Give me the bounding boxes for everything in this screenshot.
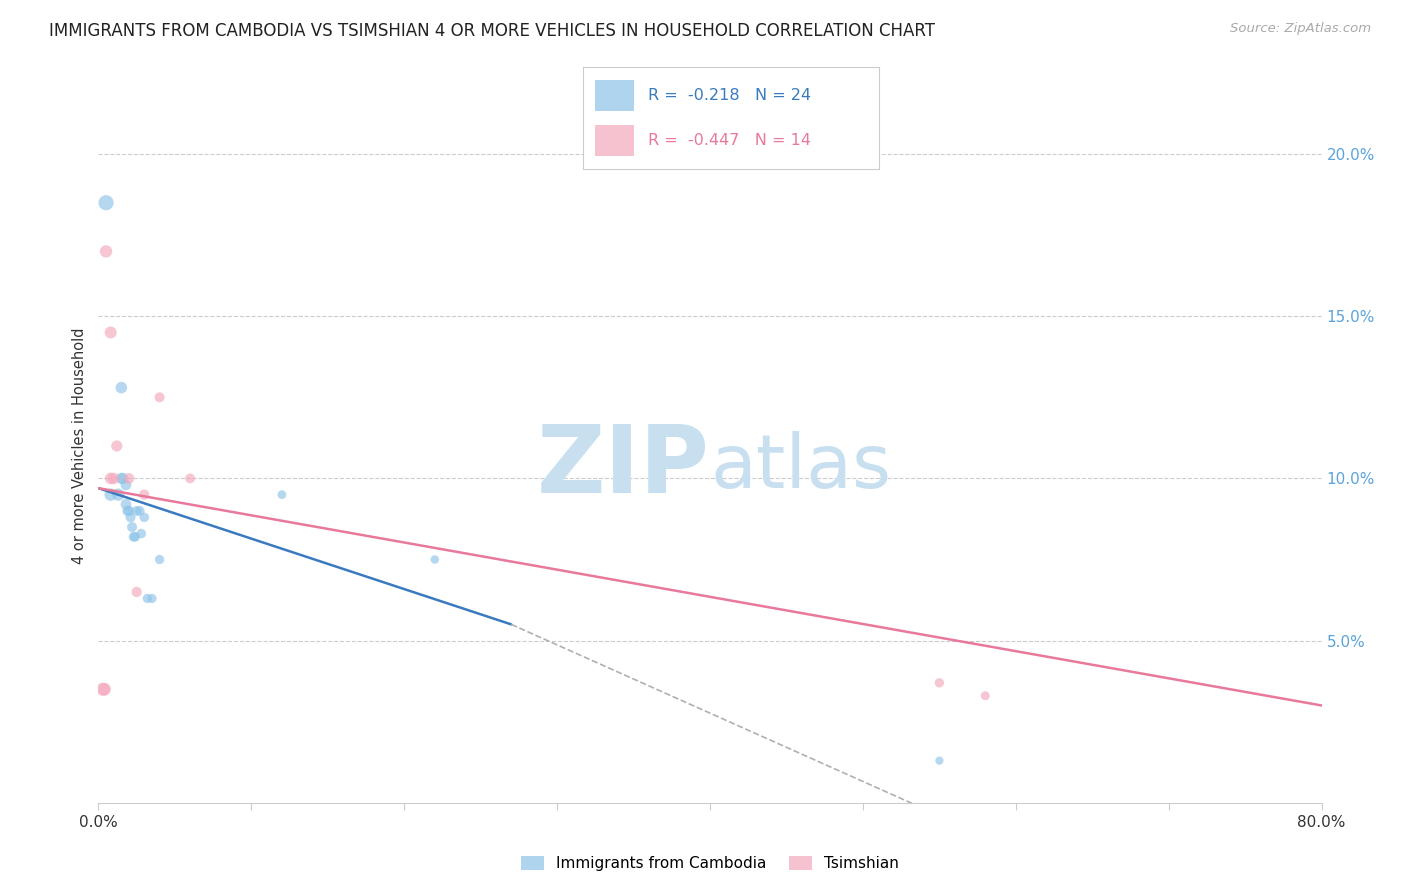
Point xyxy=(121,520,143,534)
Point xyxy=(111,471,134,485)
Point xyxy=(129,526,152,541)
Point xyxy=(103,471,125,485)
Point xyxy=(118,504,141,518)
Point xyxy=(149,552,172,566)
Point xyxy=(134,488,156,502)
Point xyxy=(110,381,132,395)
Bar xyxy=(595,80,634,111)
Point xyxy=(974,689,997,703)
Point xyxy=(928,754,950,768)
Legend: Immigrants from Cambodia, Tsimshian: Immigrants from Cambodia, Tsimshian xyxy=(515,850,905,877)
Point xyxy=(100,471,122,485)
Point xyxy=(179,471,201,485)
Point xyxy=(141,591,163,606)
Point xyxy=(128,504,150,518)
Text: IMMIGRANTS FROM CAMBODIA VS TSIMSHIAN 4 OR MORE VEHICLES IN HOUSEHOLD CORRELATIO: IMMIGRANTS FROM CAMBODIA VS TSIMSHIAN 4 … xyxy=(49,22,935,40)
Point xyxy=(149,390,172,404)
Point xyxy=(120,510,142,524)
Point xyxy=(93,682,115,697)
Point xyxy=(115,497,138,511)
Point xyxy=(134,510,156,524)
Text: R =  -0.447   N = 14: R = -0.447 N = 14 xyxy=(648,133,811,148)
Y-axis label: 4 or more Vehicles in Household: 4 or more Vehicles in Household xyxy=(72,327,87,565)
Point xyxy=(105,439,128,453)
Point xyxy=(125,504,148,518)
Point xyxy=(91,682,114,697)
Point xyxy=(94,244,117,259)
Point xyxy=(928,675,950,690)
Text: R =  -0.218   N = 24: R = -0.218 N = 24 xyxy=(648,88,811,103)
Point xyxy=(125,585,148,599)
Text: atlas: atlas xyxy=(710,431,891,504)
Point xyxy=(100,326,122,340)
Point xyxy=(115,478,138,492)
Point xyxy=(117,504,139,518)
Point xyxy=(136,591,159,606)
Point xyxy=(94,195,117,210)
Point xyxy=(270,488,292,502)
Point xyxy=(124,530,146,544)
Text: Source: ZipAtlas.com: Source: ZipAtlas.com xyxy=(1230,22,1371,36)
Point xyxy=(110,471,132,485)
Text: ZIP: ZIP xyxy=(537,421,710,514)
Point xyxy=(423,552,446,566)
Bar xyxy=(595,126,634,156)
Point xyxy=(118,471,141,485)
Point xyxy=(122,530,145,544)
Point xyxy=(100,488,122,502)
Point xyxy=(107,488,129,502)
